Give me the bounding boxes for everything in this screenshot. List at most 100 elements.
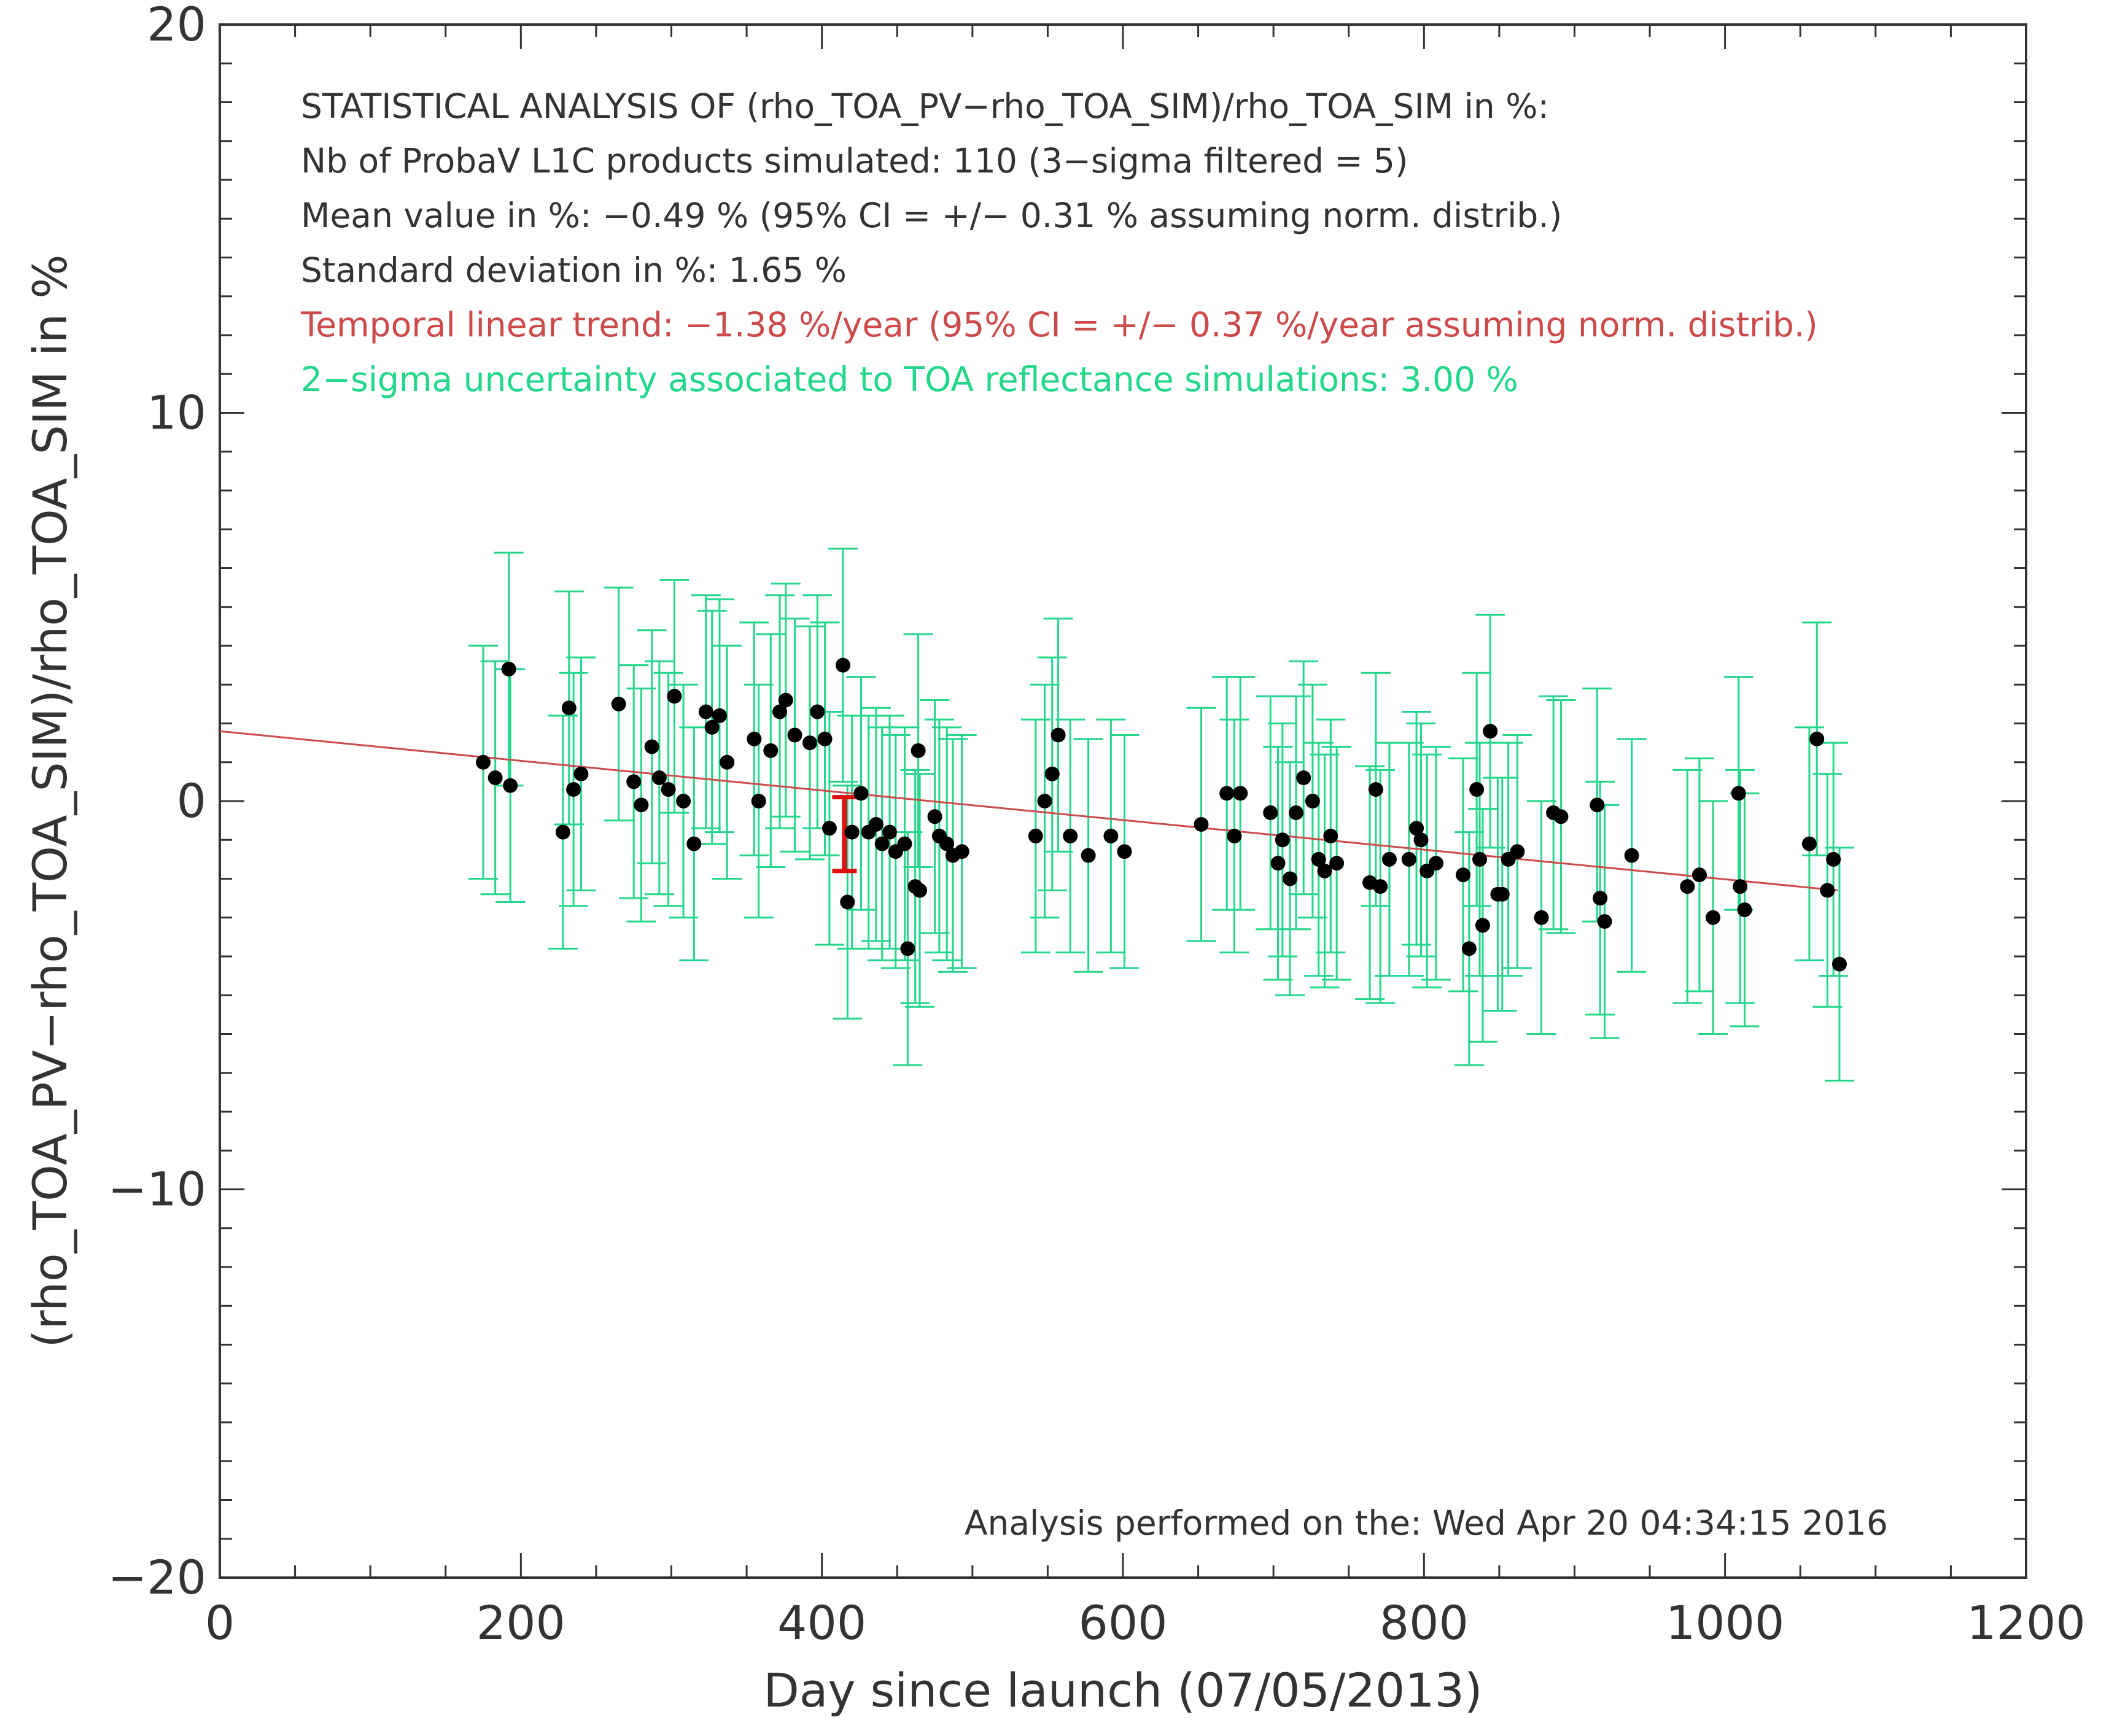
data-point: [1831, 956, 1847, 972]
data-point: [1483, 724, 1498, 739]
data-point: [704, 719, 720, 735]
data-point: [868, 816, 884, 832]
data-point: [1731, 786, 1746, 801]
data-point: [1288, 805, 1303, 820]
data-point: [1368, 782, 1383, 797]
data-point: [1494, 886, 1510, 902]
data-point: [747, 731, 762, 746]
y-tick-label: 0: [177, 773, 206, 828]
data-point: [1233, 786, 1248, 801]
data-point: [840, 894, 855, 910]
data-point: [1270, 856, 1286, 871]
data-point: [1593, 891, 1608, 906]
data-point: [1428, 856, 1443, 871]
data-point: [555, 824, 570, 840]
data-point: [1296, 770, 1311, 786]
data-point: [954, 844, 969, 859]
trend-line-group: [219, 730, 1838, 891]
data-point: [1456, 867, 1471, 883]
data-point: [1733, 879, 1748, 894]
data-point: [810, 704, 825, 719]
x-axis-title: Day since launch (07/05/2013): [763, 1663, 1482, 1718]
data-point: [817, 731, 833, 746]
data-point: [1283, 871, 1298, 886]
data-point: [1028, 828, 1043, 843]
data-point: [882, 824, 897, 840]
data-point: [844, 824, 860, 840]
data-point: [912, 883, 928, 898]
stats-annotation-line: 2−sigma uncertainty associated to TOA re…: [301, 360, 1518, 399]
stats-annotation-line: Standard deviation in %: 1.65 %: [301, 250, 847, 290]
data-point: [1373, 879, 1388, 894]
data-point: [900, 941, 915, 956]
y-axis-title: (rho_TOA_PV−rho_TOA_SIM)/rho_TOA_SIM in …: [23, 254, 77, 1347]
data-point: [1820, 883, 1835, 898]
data-point: [1590, 797, 1605, 813]
data-point: [751, 794, 766, 808]
data-point: [1401, 851, 1416, 867]
data-point: [1534, 910, 1549, 925]
data-point: [487, 770, 503, 786]
data-point: [611, 696, 626, 711]
data-point: [778, 692, 793, 708]
stats-annotations: STATISTICAL ANALYSIS OF (rho_TOA_PV−rho_…: [300, 87, 1818, 399]
data-point: [821, 821, 837, 836]
data-point: [1706, 910, 1721, 925]
data-point: [634, 797, 649, 813]
x-tick-label: 200: [476, 1595, 565, 1650]
data-point: [1050, 727, 1066, 743]
trend-line: [219, 730, 1838, 891]
data-point: [1063, 828, 1078, 843]
data-point: [1553, 809, 1569, 824]
data-point: [1044, 766, 1060, 781]
data-point: [772, 704, 788, 719]
data-point: [1461, 941, 1477, 956]
data-point: [561, 700, 577, 716]
data-point: [676, 794, 691, 808]
data-point: [1472, 851, 1488, 867]
data-point: [651, 770, 667, 786]
data-point: [661, 782, 676, 797]
data-point: [1103, 828, 1119, 843]
data-point: [1305, 794, 1320, 808]
data-point: [939, 836, 955, 851]
data-point: [644, 739, 659, 754]
data-point: [802, 735, 818, 751]
data-point: [476, 754, 491, 770]
data-point: [874, 836, 890, 851]
data-point: [1737, 902, 1752, 918]
x-tick-label: 0: [205, 1595, 235, 1650]
data-point: [1317, 863, 1332, 878]
data-point: [1311, 851, 1326, 867]
data-point: [911, 743, 926, 758]
data-point: [1475, 918, 1490, 933]
data-point: [712, 708, 727, 723]
data-point: [835, 657, 850, 673]
data-point: [501, 661, 516, 676]
stats-annotation-line: Mean value in %: −0.49 % (95% CI = +/− 0…: [301, 196, 1562, 235]
data-point: [897, 836, 912, 851]
data-point: [1117, 844, 1132, 859]
data-point: [686, 836, 702, 851]
stats-annotation-line: Temporal linear trend: −1.38 %/year (95%…: [300, 305, 1818, 344]
data-point: [787, 727, 802, 743]
x-tick-label: 1000: [1666, 1595, 1784, 1650]
data-point: [573, 766, 589, 781]
data-point: [1081, 848, 1096, 863]
data-point: [853, 786, 869, 801]
data-point: [1809, 731, 1825, 746]
data-point: [1624, 848, 1639, 863]
data-point: [1381, 851, 1397, 867]
y-tick-label: −10: [108, 1162, 206, 1217]
data-point: [1329, 856, 1345, 871]
data-point: [1469, 782, 1485, 797]
data-point: [1227, 828, 1242, 843]
analysis-timestamp: Analysis performed on the: Wed Apr 20 04…: [965, 1503, 1888, 1543]
x-tick-label: 800: [1380, 1595, 1469, 1650]
x-tick-label: 600: [1078, 1595, 1167, 1650]
data-point: [1691, 867, 1707, 883]
y-axis: −20 −10 0 10 20: [108, 0, 2026, 1605]
data-point: [698, 704, 713, 719]
highlight-error-bar: [832, 795, 857, 874]
